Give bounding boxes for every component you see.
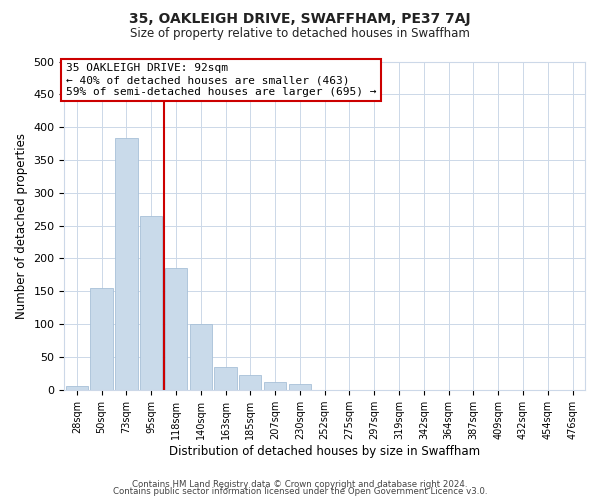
Bar [91,288,113,390]
X-axis label: Distribution of detached houses by size in Swaffham: Distribution of detached houses by size … [169,444,480,458]
Y-axis label: Number of detached properties: Number of detached properties [15,132,28,318]
Bar [264,382,286,390]
Text: Size of property relative to detached houses in Swaffham: Size of property relative to detached ho… [130,28,470,40]
Text: 35, OAKLEIGH DRIVE, SWAFFHAM, PE37 7AJ: 35, OAKLEIGH DRIVE, SWAFFHAM, PE37 7AJ [129,12,471,26]
Bar [115,138,137,390]
Bar [289,384,311,390]
Bar [239,376,262,390]
Text: Contains public sector information licensed under the Open Government Licence v3: Contains public sector information licen… [113,488,487,496]
Bar [140,216,163,390]
Text: Contains HM Land Registry data © Crown copyright and database right 2024.: Contains HM Land Registry data © Crown c… [132,480,468,489]
Text: 35 OAKLEIGH DRIVE: 92sqm
← 40% of detached houses are smaller (463)
59% of semi-: 35 OAKLEIGH DRIVE: 92sqm ← 40% of detach… [65,64,376,96]
Bar [65,386,88,390]
Bar [165,268,187,390]
Bar [214,366,236,390]
Bar [190,324,212,390]
